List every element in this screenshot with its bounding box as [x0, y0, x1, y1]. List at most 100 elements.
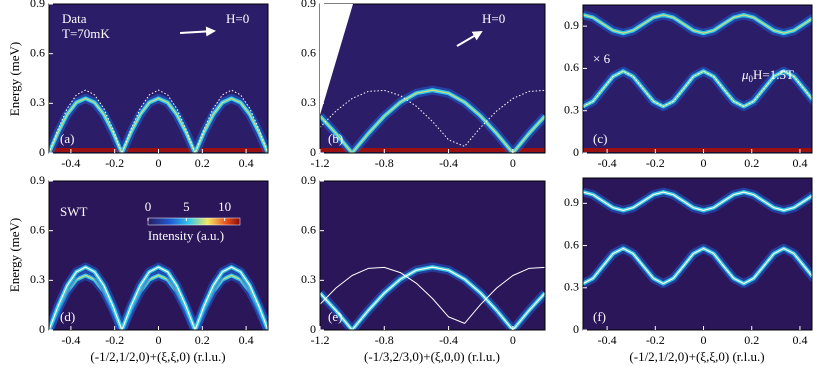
panel-frame: [582, 4, 813, 154]
field-arrow: [179, 26, 216, 37]
x-tick-label: -0.2: [646, 156, 665, 170]
heatmap-layer: [320, 85, 545, 153]
ridge-core: [583, 14, 812, 34]
x-tick-label: -0.2: [646, 333, 665, 347]
x-tick-label: -0.4: [598, 156, 617, 170]
x-tick-label: 0: [701, 333, 707, 347]
dispersion-line: [49, 266, 268, 330]
x-tick-label: -0.8: [375, 156, 394, 170]
x-tick-label: 0.4: [792, 156, 807, 170]
x-axis-label: (-1/2,1/2,0)+(ξ,ξ,0) (r.l.u.): [629, 349, 764, 364]
overlay: Data T=70mK H=0 (a) Energy (meV) H=0 (b)…: [7, 4, 794, 364]
x-tick-label: -0.4: [439, 333, 458, 347]
x-tick-label: -0.4: [598, 333, 617, 347]
y-tick-label: 0.9: [30, 0, 45, 10]
panel-frame: [582, 177, 813, 331]
annotation: Data: [62, 11, 87, 26]
y-tick-label: 0: [39, 322, 45, 336]
x-tick-label: 0.2: [195, 333, 210, 347]
y-tick-label: 0.6: [30, 222, 45, 236]
y-tick-label: 0.3: [30, 272, 45, 286]
panel-label: (a): [60, 131, 74, 146]
x-tick-label: -0.2: [105, 156, 124, 170]
dispersion-line: [583, 191, 812, 211]
y-tick-label: 0.6: [564, 60, 579, 74]
y-tick-label: 0.9: [301, 0, 316, 10]
panel-label: (e): [328, 309, 342, 324]
x-tick-label: -0.2: [105, 333, 124, 347]
x-tick-label: 0: [701, 156, 707, 170]
panel-label: (c): [593, 131, 607, 146]
dispersion-line: [49, 89, 268, 153]
y-axis-label: Energy (meV): [7, 218, 22, 292]
x-tick-label: 0: [510, 333, 516, 347]
dispersion-line: [320, 266, 545, 330]
x-tick-label: 0: [156, 156, 162, 170]
x-tick-label: 0: [510, 156, 516, 170]
heatmap-layer: [49, 262, 268, 330]
x-tick-label: -0.8: [375, 333, 394, 347]
y-tick-label: 0.9: [564, 18, 579, 32]
colorbar-label: Intensity (a.u.): [148, 228, 224, 243]
y-tick-label: 0: [39, 145, 45, 159]
colorbar-tick-label: 10: [218, 199, 231, 214]
x-axis-label: (-1/2,1/2,0)+(ξ,ξ,0) (r.l.u.): [90, 349, 225, 364]
x-tick-label: 0.2: [744, 156, 759, 170]
panel-label: (f): [593, 309, 606, 324]
annotation: H=0: [226, 11, 249, 26]
y-tick-label: 0.3: [301, 95, 316, 109]
panel-frame: [319, 180, 546, 331]
annotation: H=0: [482, 11, 505, 26]
heatmap-background: [320, 181, 545, 330]
x-tick-label: 0: [156, 333, 162, 347]
y-tick-label: 0: [310, 145, 316, 159]
heatmap-background: [320, 4, 545, 153]
annotation: SWT: [60, 204, 88, 219]
colorbar: [147, 217, 241, 226]
y-tick-label: 0.9: [30, 173, 45, 187]
field-symbol: μ: [741, 67, 749, 82]
y-tick-label: 0.9: [564, 195, 579, 209]
heatmap-background: [49, 181, 268, 330]
x-tick-label: -1.2: [311, 333, 330, 347]
elastic-line: [583, 148, 812, 152]
ridge-core: [583, 70, 812, 108]
y-tick-label: 0.6: [564, 237, 579, 251]
y-tick-label: 0.3: [30, 95, 45, 109]
dispersion-line: [583, 247, 812, 285]
x-tick-label: 0.4: [239, 333, 254, 347]
heatmap-layer: [320, 262, 545, 330]
x-tick-label: -0.4: [61, 333, 80, 347]
heatmap-layer: [583, 187, 812, 289]
field-label: μ0H=1.5T: [741, 67, 794, 84]
no-data-region: [320, 4, 353, 115]
x-tick-label: 0.4: [239, 156, 254, 170]
x-tick-label: -1.2: [311, 156, 330, 170]
y-tick-label: 0.3: [301, 272, 316, 286]
x-axis-label: (-1/3,2/3,0)+(ξ,0,0) (r.l.u.): [364, 349, 500, 364]
elastic-line: [320, 148, 545, 152]
x-tick-label: -0.4: [439, 156, 458, 170]
heatmap-layer: [583, 10, 812, 152]
annotation: × 6: [593, 51, 611, 66]
y-tick-label: 0: [573, 145, 579, 159]
y-tick-label: 0.3: [564, 102, 579, 116]
field-value: H=1.5T: [753, 67, 794, 82]
y-tick-label: 0.9: [301, 173, 316, 187]
y-tick-label: 0.3: [564, 280, 579, 294]
field-subscript: 0: [749, 74, 754, 84]
panel-label: (b): [328, 131, 343, 146]
ridge-core: [49, 274, 268, 330]
y-tick-label: 0.6: [301, 222, 316, 236]
x-tick-label: 0.2: [195, 156, 210, 170]
y-axis-label: Energy (meV): [7, 42, 22, 116]
colorbar-tick-label: 0: [145, 199, 152, 214]
y-tick-label: 0: [310, 322, 316, 336]
x-tick-label: 0.4: [792, 333, 807, 347]
y-tick-label: 0: [573, 322, 579, 336]
y-tick-label: 0.6: [301, 45, 316, 59]
ridge-core: [49, 97, 268, 153]
panel-label: (d): [60, 309, 75, 324]
annotation: T=70mK: [62, 26, 110, 41]
y-tick-label: 0.6: [30, 45, 45, 59]
